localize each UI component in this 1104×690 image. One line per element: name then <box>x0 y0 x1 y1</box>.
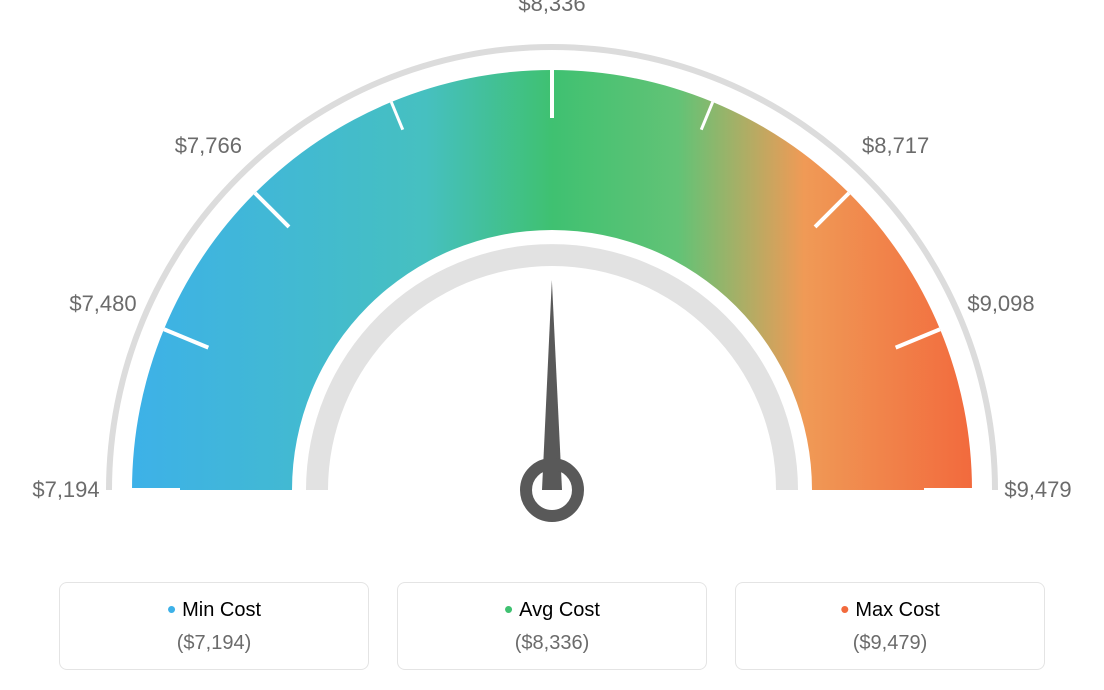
gauge-tick-label: $7,766 <box>175 133 242 159</box>
legend-avg-value: ($8,336) <box>408 632 696 655</box>
gauge-tick-label: $7,194 <box>32 477 99 503</box>
legend-max-title: •Max Cost <box>746 599 1034 622</box>
legend-min-value: ($7,194) <box>70 632 358 655</box>
legend-card-min: •Min Cost ($7,194) <box>59 582 369 670</box>
legend-min-label: Min Cost <box>182 599 261 621</box>
legend-row: •Min Cost ($7,194) •Avg Cost ($8,336) •M… <box>0 582 1104 670</box>
legend-avg-title: •Avg Cost <box>408 599 696 622</box>
legend-card-max: •Max Cost ($9,479) <box>735 582 1045 670</box>
gauge-tick-label: $9,479 <box>1004 477 1071 503</box>
gauge-tick-label: $7,480 <box>69 291 136 317</box>
gauge: $7,194 $7,480 $7,766 $8,336 $8,717 $9,098 $9,4… <box>0 0 1104 560</box>
gauge-tick-label: $9,098 <box>967 291 1034 317</box>
legend-avg-label: Avg Cost <box>519 599 600 621</box>
legend-card-avg: •Avg Cost ($8,336) <box>397 582 707 670</box>
legend-max-value: ($9,479) <box>746 632 1034 655</box>
legend-min-title: •Min Cost <box>70 599 358 622</box>
chart-container: $7,194 $7,480 $7,766 $8,336 $8,717 $9,098 $9,4… <box>0 0 1104 690</box>
legend-max-label: Max Cost <box>855 599 939 621</box>
gauge-tick-label: $8,336 <box>518 0 585 17</box>
gauge-tick-label: $8,717 <box>862 133 929 159</box>
